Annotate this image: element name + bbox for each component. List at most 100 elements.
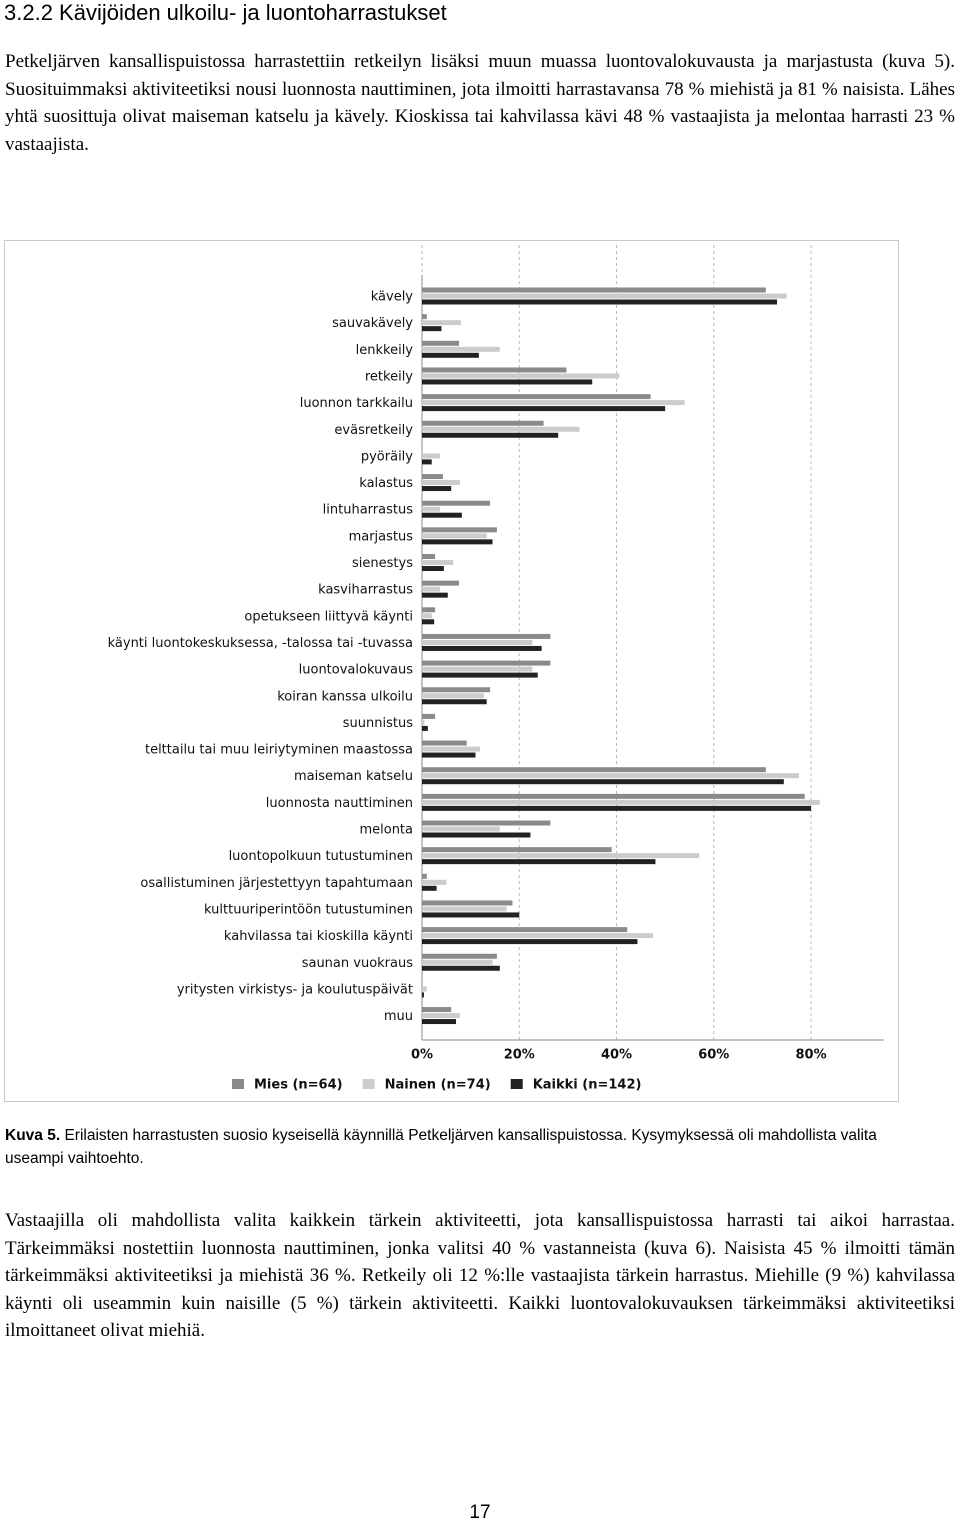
bar bbox=[422, 314, 427, 320]
bar bbox=[422, 367, 567, 373]
category-label: kalastus bbox=[359, 476, 413, 491]
bar bbox=[422, 340, 459, 346]
bar bbox=[422, 927, 628, 933]
chart: 0% 20% 40% 60% 80% kävely sauvakävely lenkkeily… bbox=[4, 240, 899, 1102]
bar bbox=[422, 826, 500, 832]
bar bbox=[422, 554, 436, 559]
bar bbox=[422, 672, 538, 678]
bar bbox=[422, 432, 559, 438]
bar bbox=[422, 986, 427, 992]
bar bbox=[422, 533, 487, 539]
bar bbox=[422, 639, 533, 645]
bar bbox=[422, 586, 440, 592]
bar bbox=[422, 1019, 457, 1025]
legend-swatch bbox=[510, 1079, 523, 1089]
bar bbox=[422, 746, 480, 752]
bar bbox=[422, 1013, 460, 1019]
bar bbox=[422, 373, 620, 379]
category-label: luonnosta nauttiminen bbox=[266, 796, 413, 811]
category-label: kasviharrastus bbox=[318, 583, 413, 598]
bar bbox=[422, 779, 784, 785]
bar bbox=[422, 320, 461, 326]
caption-text: Erilaisten harrastusten suosio kyseisell… bbox=[5, 1127, 877, 1167]
category-label: yritysten virkistys- ja koulutuspäivät bbox=[177, 982, 413, 997]
bar bbox=[422, 906, 507, 912]
category-label: luonnon tarkkailu bbox=[300, 396, 413, 411]
x-tick-label: 60% bbox=[698, 1048, 729, 1063]
category-label: pyöräily bbox=[361, 449, 413, 464]
bar bbox=[422, 660, 551, 666]
category-label: maiseman katselu bbox=[294, 769, 413, 784]
bar bbox=[422, 379, 593, 385]
bar bbox=[422, 480, 460, 486]
bar bbox=[422, 820, 551, 826]
bar bbox=[422, 879, 447, 885]
bar bbox=[422, 486, 452, 492]
bar bbox=[422, 352, 479, 358]
legend-label: Mies (n=64) bbox=[254, 1078, 343, 1093]
bar bbox=[422, 506, 440, 512]
bar bbox=[422, 859, 656, 865]
heading: 3.2.2 Kävijöiden ulkoilu- ja luontoharra… bbox=[4, 0, 447, 25]
bar bbox=[422, 847, 612, 853]
bar bbox=[422, 299, 778, 305]
bar bbox=[422, 613, 432, 619]
category-label: marjastus bbox=[349, 529, 414, 544]
category-label: saunan vuokraus bbox=[302, 956, 414, 971]
bar bbox=[422, 619, 435, 625]
bar bbox=[422, 900, 513, 906]
category-label: retkeily bbox=[365, 369, 413, 384]
bar bbox=[422, 512, 462, 518]
bar bbox=[422, 959, 493, 965]
bar bbox=[422, 799, 820, 805]
category-label: sauvakävely bbox=[332, 316, 413, 331]
x-tick-label: 40% bbox=[601, 1048, 632, 1063]
legend-swatch bbox=[232, 1079, 244, 1089]
bar bbox=[422, 965, 500, 971]
bar bbox=[422, 326, 442, 332]
bar bbox=[422, 474, 443, 480]
bar bbox=[422, 592, 448, 598]
category-label: kävely bbox=[371, 290, 414, 305]
bar bbox=[422, 885, 437, 891]
bar bbox=[422, 725, 428, 731]
category-label: suunnistus bbox=[343, 716, 413, 731]
legend-label: Nainen (n=74) bbox=[385, 1078, 491, 1093]
bar bbox=[422, 666, 533, 672]
category-label: kahvilassa tai kioskilla käynti bbox=[224, 929, 413, 944]
bar bbox=[422, 560, 454, 565]
category-label: opetukseen liittyvä käynti bbox=[244, 609, 413, 624]
bar bbox=[422, 953, 497, 959]
bar bbox=[422, 873, 427, 879]
bar bbox=[422, 400, 685, 406]
bar bbox=[422, 805, 812, 811]
bar bbox=[422, 912, 520, 918]
bar bbox=[422, 453, 440, 459]
category-label: koiran kanssa ulkoilu bbox=[277, 689, 413, 704]
bar bbox=[422, 767, 766, 773]
bar bbox=[422, 752, 476, 758]
bar bbox=[422, 773, 799, 779]
bar bbox=[422, 406, 666, 412]
caption: Kuva 5. Erilaisten harrastusten suosio k… bbox=[5, 1124, 905, 1170]
bar bbox=[422, 500, 491, 506]
bar bbox=[422, 287, 766, 293]
page-number: 17 bbox=[469, 1502, 491, 1523]
bar bbox=[422, 293, 787, 299]
bar bbox=[422, 740, 467, 746]
category-label: osallistuminen järjestettyyn tapahtumaan bbox=[140, 876, 413, 891]
bar bbox=[422, 633, 551, 639]
bar bbox=[422, 853, 700, 859]
bar bbox=[422, 832, 531, 838]
bar bbox=[422, 459, 432, 465]
bar bbox=[422, 580, 459, 586]
bar bbox=[422, 426, 580, 432]
bar bbox=[422, 645, 542, 651]
bar bbox=[422, 693, 484, 699]
bar bbox=[422, 699, 487, 705]
bar bbox=[422, 793, 805, 799]
bar bbox=[422, 719, 425, 725]
bar bbox=[422, 346, 500, 352]
bar bbox=[422, 1007, 452, 1013]
